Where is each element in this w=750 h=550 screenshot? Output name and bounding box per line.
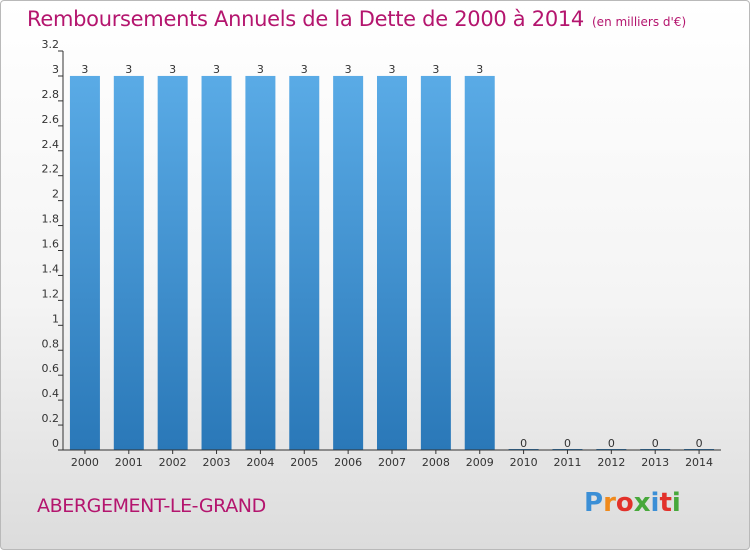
y-tick-label: 2.4 — [42, 138, 60, 151]
x-tick-label: 2007 — [378, 456, 406, 469]
y-axis-ticks: 0 0.2 0.4 0.6 0.8 1 1.2 1.4 1.6 1.8 2 2.2 2.4 2.6 2.8 3… — [42, 38, 63, 451]
y-tick-label: 1.8 — [42, 213, 60, 226]
data-label: 0 — [652, 437, 659, 450]
bars — [69, 75, 715, 450]
y-tick-label: 1.4 — [42, 262, 60, 275]
data-label: 3 — [169, 63, 176, 76]
x-tick-label: 2012 — [597, 456, 625, 469]
bar[interactable] — [201, 75, 232, 450]
y-tick-label: 0.4 — [42, 387, 60, 400]
data-label: 3 — [125, 63, 132, 76]
data-label: 0 — [696, 437, 703, 450]
x-tick-label: 2004 — [246, 456, 274, 469]
data-label: 3 — [345, 63, 352, 76]
chart-title-block: Remboursements Annuels de la Dette de 20… — [27, 7, 686, 31]
y-tick-label: 0 — [52, 437, 59, 450]
data-label: 3 — [476, 63, 483, 76]
data-label: 3 — [389, 63, 396, 76]
logo-letter: x — [633, 488, 651, 518]
town-name: ABERGEMENT-LE-GRAND — [37, 495, 266, 517]
y-tick-label: 1.6 — [42, 238, 60, 251]
x-tick-label: 2011 — [553, 456, 581, 469]
y-tick-label: 0.6 — [42, 362, 60, 375]
data-labels: 3 3 3 3 3 3 3 3 3 3 0 0 0 0 0 — [81, 63, 702, 450]
y-tick-label: 0.2 — [42, 412, 60, 425]
x-tick-label: 2006 — [334, 456, 362, 469]
y-tick-label: 3 — [52, 63, 59, 76]
bar[interactable] — [69, 75, 100, 450]
data-label: 3 — [213, 63, 220, 76]
x-axis-labels: 2000 2001 2002 2003 2004 2005 2006 2007 2008 2009… — [71, 450, 713, 469]
x-tick-label: 2002 — [159, 456, 187, 469]
bar[interactable] — [157, 75, 188, 450]
bar[interactable] — [113, 75, 144, 450]
bar[interactable] — [420, 75, 451, 450]
x-tick-label: 2009 — [466, 456, 494, 469]
bar[interactable] — [377, 75, 407, 450]
logo-letter: r — [603, 488, 616, 518]
y-tick-label: 3.2 — [42, 38, 60, 51]
data-label: 3 — [81, 63, 88, 76]
proxiti-logo[interactable]: Proxiti — [584, 488, 681, 518]
x-tick-label: 2001 — [115, 456, 143, 469]
chart-unit: (en milliers d'€) — [592, 15, 687, 29]
data-label: 3 — [301, 63, 308, 76]
x-tick-label: 2014 — [685, 456, 713, 469]
x-tick-label: 2008 — [422, 456, 450, 469]
x-tick-label: 2010 — [510, 456, 538, 469]
y-tick-label: 2 — [52, 188, 59, 201]
data-label: 3 — [257, 63, 264, 76]
x-tick-label: 2000 — [71, 456, 99, 469]
logo-letter: t — [659, 488, 672, 518]
y-tick-label: 0.8 — [42, 337, 60, 350]
logo-letter: i — [671, 488, 681, 518]
logo-letter: i — [650, 488, 660, 518]
bar-chart: 0 0.2 0.4 0.6 0.8 1 1.2 1.4 1.6 1.8 2 2.2 2.4 2.6 2.8 3… — [42, 38, 721, 469]
bar[interactable] — [245, 75, 276, 450]
y-tick-label: 1 — [52, 312, 59, 325]
x-tick-label: 2003 — [203, 456, 231, 469]
y-tick-label: 1.2 — [42, 287, 60, 300]
x-tick-label: 2013 — [641, 456, 669, 469]
logo-letter: o — [615, 488, 634, 518]
x-tick-label: 2005 — [290, 456, 318, 469]
bar[interactable] — [289, 75, 320, 450]
y-tick-label: 2.8 — [42, 88, 60, 101]
logo-letter: P — [584, 488, 604, 518]
data-label: 0 — [520, 437, 527, 450]
data-label: 0 — [564, 437, 571, 450]
bar[interactable] — [333, 75, 364, 450]
data-label: 0 — [608, 437, 615, 450]
bar[interactable] — [464, 75, 495, 450]
y-tick-label: 2.2 — [42, 163, 60, 176]
y-tick-label: 2.6 — [42, 113, 60, 126]
chart-title: Remboursements Annuels de la Dette de 20… — [27, 7, 584, 31]
data-label: 3 — [432, 63, 439, 76]
